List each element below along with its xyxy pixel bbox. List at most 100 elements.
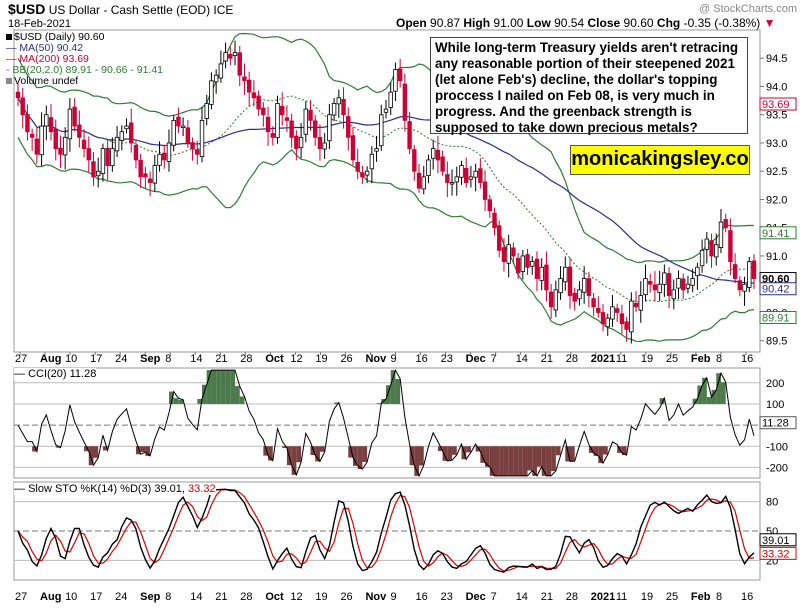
x-axis-label-bottom: 21 [215, 591, 227, 603]
candle-body [209, 80, 214, 105]
close-label: Close [587, 16, 621, 30]
candle-body [105, 147, 110, 166]
price-tick-label: 94.5 [766, 53, 787, 65]
candle-body [265, 116, 271, 133]
cci-oversold-fill [93, 446, 99, 458]
x-axis-label: Aug [40, 353, 61, 365]
x-axis-label: 17 [90, 353, 102, 365]
candle-body [751, 260, 757, 279]
candle-body [553, 289, 559, 311]
open-label: Open [396, 16, 427, 30]
bollinger-upper [17, 32, 755, 264]
candle-body [242, 76, 247, 82]
cci-oversold-fill [480, 446, 486, 463]
candle-body [454, 176, 459, 183]
x-axis-label-bottom: Dec [466, 591, 486, 603]
cci-overbought-fill [178, 399, 184, 404]
x-axis-label: 8 [165, 353, 171, 365]
candle-body [459, 165, 464, 178]
open-value: 90.87 [430, 16, 461, 30]
candle-body [624, 321, 629, 330]
x-axis-label: Sep [140, 353, 160, 365]
price-tick-label: 92.5 [766, 166, 787, 178]
x-axis-label: 8 [716, 353, 722, 365]
candle-body [322, 142, 327, 150]
cci-oversold-fill [593, 446, 599, 456]
sto-tick-label: 80 [766, 497, 778, 509]
candle-body [596, 307, 601, 313]
cci-tick-label: -200 [766, 462, 788, 474]
candle-body [237, 52, 242, 76]
candle-body [440, 156, 445, 172]
legend-ma200: — MA(200) 93.69 [6, 54, 89, 65]
price-right-label-box [759, 311, 797, 325]
x-axis-label-bottom: 28 [566, 591, 578, 603]
candle-body [176, 116, 181, 127]
cci-oversold-fill [494, 446, 500, 476]
candle-body [129, 122, 134, 144]
cci-oversold-fill [291, 446, 297, 475]
cci-oversold-fill [532, 446, 537, 476]
candle-body [567, 266, 573, 296]
cci-value-label: 11.28 [762, 418, 789, 430]
cci-oversold-fill [263, 446, 269, 456]
cci-oversold-fill [536, 446, 542, 467]
cci-overbought-fill [206, 370, 212, 404]
candle-legend-icon [6, 34, 12, 40]
candle-body [407, 121, 412, 150]
candle-body [228, 53, 233, 59]
cci-oversold-fill [499, 446, 504, 476]
instrument-name: US Dollar - Cash Settle (EOD) [48, 3, 211, 17]
candle-body [133, 145, 139, 161]
candle-body [530, 261, 535, 267]
candle-body [298, 136, 304, 149]
candle-body [449, 182, 455, 185]
cci-overbought-fill [197, 398, 202, 404]
cci-oversold-fill [503, 446, 509, 476]
high-value: 91.00 [493, 16, 524, 30]
candle-body [162, 152, 167, 161]
x-axis-label: 19 [315, 353, 327, 365]
x-axis-label: Oct [265, 353, 284, 365]
chg-value: -0.35 (-0.38%) [683, 16, 761, 30]
legend-bb-text: BB(20,2.0) 89.91 - 90.66 - 91.41 [12, 64, 164, 76]
candle-body [690, 278, 695, 286]
candle-body [166, 142, 172, 162]
exchange: ICE [213, 3, 234, 17]
price-right-label-box [759, 226, 797, 240]
candle-body [100, 148, 106, 174]
cci-oversold-fill [310, 446, 316, 456]
candle-body [747, 261, 752, 288]
candle-body [412, 149, 417, 172]
candle-body [662, 272, 667, 285]
candle-body [638, 295, 643, 311]
candle-body [185, 127, 191, 144]
price-right-label: 91.41 [762, 228, 790, 240]
x-axis-label: 25 [666, 353, 678, 365]
candle-body [728, 230, 733, 263]
candle-body [364, 170, 370, 176]
cci-overbought-fill [659, 398, 665, 404]
price-right-label: 90.42 [762, 284, 790, 296]
candle-body [473, 170, 478, 178]
candle-body [34, 138, 40, 155]
candle-body [393, 69, 398, 92]
cci-oversold-fill [357, 446, 363, 470]
sto-right-label: 39.01 [762, 535, 790, 547]
x-axis-label-bottom: 24 [115, 591, 127, 603]
cci-overbought-fill [706, 397, 712, 404]
cci-oversold-fill [282, 446, 287, 448]
cci-oversold-fill [268, 446, 273, 461]
symbol: $USD [8, 1, 46, 17]
cci-line [17, 368, 755, 478]
cci-oversold-fill [475, 446, 481, 452]
price-right-label-box [759, 97, 797, 111]
candle-body [53, 128, 58, 150]
x-axis-label-bottom: 12 [290, 591, 302, 603]
candle-body [652, 284, 658, 291]
x-axis-label-bottom: 16 [416, 591, 428, 603]
x-axis-label: Nov [365, 353, 387, 365]
candle-body [511, 247, 516, 257]
cci-oversold-fill [485, 446, 490, 467]
legend-bb: - BB(20,2.0) 89.91 - 90.66 - 91.41 [6, 65, 163, 76]
